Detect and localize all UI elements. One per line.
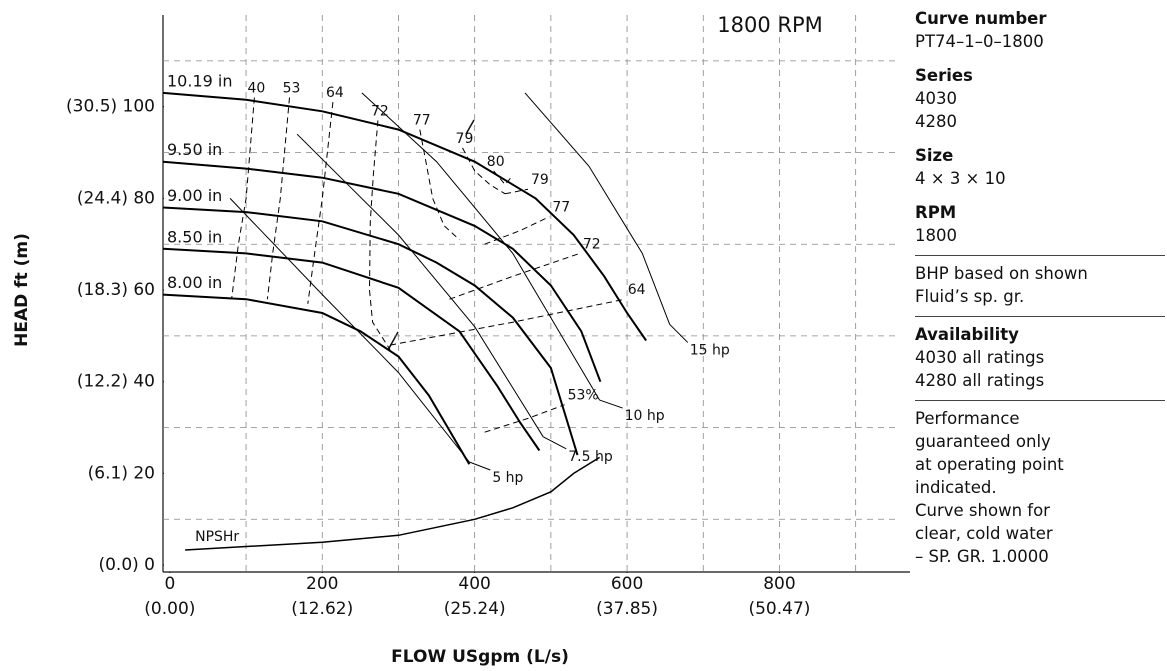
series-label: 79 (531, 172, 549, 188)
efficiency-line (493, 170, 514, 186)
series-label: 80 (487, 154, 505, 170)
power-line (296, 133, 544, 438)
series-label: 77 (413, 113, 431, 129)
x-tick-label-metric: (0.00) (144, 599, 195, 619)
y-tick-label: (18.3) 60 (77, 280, 155, 300)
x-tick-label: 600 (611, 574, 643, 594)
info-section: BHP based on shown Fluid’s sp. gr. (915, 255, 1165, 316)
operating-mark (387, 331, 399, 351)
info-section: RPM 1800 (915, 198, 1165, 255)
series-label: 15 hp (690, 342, 730, 358)
series-label: 77 (552, 200, 570, 216)
series-label: 9.00 in (167, 186, 222, 205)
operating-mark (465, 119, 475, 135)
impeller-curve (162, 247, 541, 452)
chart-title: 1800 RPM (717, 13, 823, 37)
x-tick-label-metric: (50.47) (748, 599, 810, 619)
power-leader (599, 399, 623, 409)
info-line: guaranteed only (915, 432, 1051, 451)
series-label: NPSHr (195, 529, 239, 545)
y-axis-title: HEAD ft (m) (12, 233, 32, 347)
series-label: 7.5 hp (568, 449, 613, 465)
series-label: 53 (283, 81, 301, 97)
series-label: 72 (583, 236, 601, 252)
info-line: BHP based on shown (915, 264, 1088, 283)
info-section: Availability 4030 all ratings 4280 all rat… (915, 316, 1165, 400)
info-line: 4280 all ratings (915, 371, 1045, 390)
info-section: Curve number PT74–1–0–1800 (915, 4, 1165, 61)
info-line: 1800 (915, 226, 957, 245)
power-line (361, 92, 601, 401)
efficiency-line (505, 188, 529, 195)
info-heading: Availability (915, 325, 1019, 344)
chart: 1800 RPM FLOW USgpm (L/s) HEAD ft (m) (0… (12, 13, 910, 667)
info-line: Performance (915, 409, 1020, 428)
info-heading: Series (915, 66, 973, 85)
info-line: at operating point (915, 455, 1064, 474)
y-tick-label: (30.5) 100 (66, 97, 155, 117)
impeller-curve (162, 91, 647, 342)
efficiency-line (462, 147, 506, 195)
efficiency-line (390, 298, 625, 346)
x-tick-label: 800 (763, 574, 795, 594)
efficiency-line (449, 252, 580, 300)
impeller-curve (162, 160, 602, 383)
x-tick-label-metric: (25.24) (444, 599, 506, 619)
series-label: 8.50 in (167, 227, 222, 246)
info-line: Fluid’s sp. gr. (915, 287, 1025, 306)
info-line: 4030 (915, 89, 957, 108)
efficiency-line (231, 97, 255, 300)
efficiency-line (484, 216, 550, 245)
x-axis-title: FLOW USgpm (L/s) (391, 647, 569, 667)
x-tick-label: 0 (164, 574, 175, 594)
series-label: 8.00 in (167, 273, 222, 292)
y-tick-label: (0.0) 0 (98, 555, 155, 575)
series-label: 64 (326, 85, 344, 101)
info-heading: RPM (915, 203, 957, 222)
x-tick-label: 400 (458, 574, 490, 594)
info-heading: Size (915, 146, 954, 165)
series-label: 10.19 in (167, 71, 232, 90)
npshr-curve (185, 456, 600, 551)
series-label: 40 (248, 81, 266, 97)
impeller-curve (162, 206, 579, 456)
series-label: 53% (568, 388, 599, 404)
y-tick-label: (6.1) 20 (88, 463, 155, 483)
info-line: 4030 all ratings (915, 348, 1045, 367)
info-line: 4280 (915, 112, 957, 131)
info-line: 4 × 3 × 10 (915, 169, 1006, 188)
info-heading: Curve number (915, 9, 1047, 28)
x-tick-label-metric: (37.85) (596, 599, 658, 619)
info-line: indicated. (915, 478, 997, 497)
power-line (524, 92, 671, 325)
power-line (229, 198, 470, 463)
series-label: 5 hp (492, 470, 523, 486)
series-label: 9.50 in (167, 140, 222, 159)
efficiency-line (307, 102, 334, 304)
power-leader (669, 324, 689, 343)
info-section: Size 4 × 3 × 10 (915, 141, 1165, 198)
series-label: 79 (456, 131, 474, 147)
info-line: clear, cold water (915, 524, 1053, 543)
info-panel: Curve number PT74–1–0–1800 Series 4030 4280 S… (915, 4, 1165, 576)
efficiency-line (484, 404, 565, 433)
info-section: Series 4030 4280 (915, 61, 1165, 141)
series-label: 72 (371, 103, 389, 119)
series-label: 64 (628, 282, 646, 298)
x-tick-label-metric: (12.62) (291, 599, 353, 619)
efficiency-line (419, 129, 460, 240)
y-tick-label: (12.2) 40 (77, 372, 155, 392)
series-label: 10 hp (625, 408, 665, 424)
y-tick-label: (24.4) 80 (77, 188, 155, 208)
x-tick-label: 200 (306, 574, 338, 594)
info-line: – SP. GR. 1.0000 (915, 547, 1049, 566)
power-leader (543, 436, 567, 450)
info-section: Performance guaranteed only at operating p… (915, 400, 1165, 576)
impeller-curve (162, 293, 471, 465)
efficiency-line (266, 97, 290, 300)
efficiency-line (368, 120, 391, 350)
power-leader (469, 461, 491, 471)
info-line: PT74–1–0–1800 (915, 32, 1044, 51)
info-line: Curve shown for (915, 501, 1050, 520)
